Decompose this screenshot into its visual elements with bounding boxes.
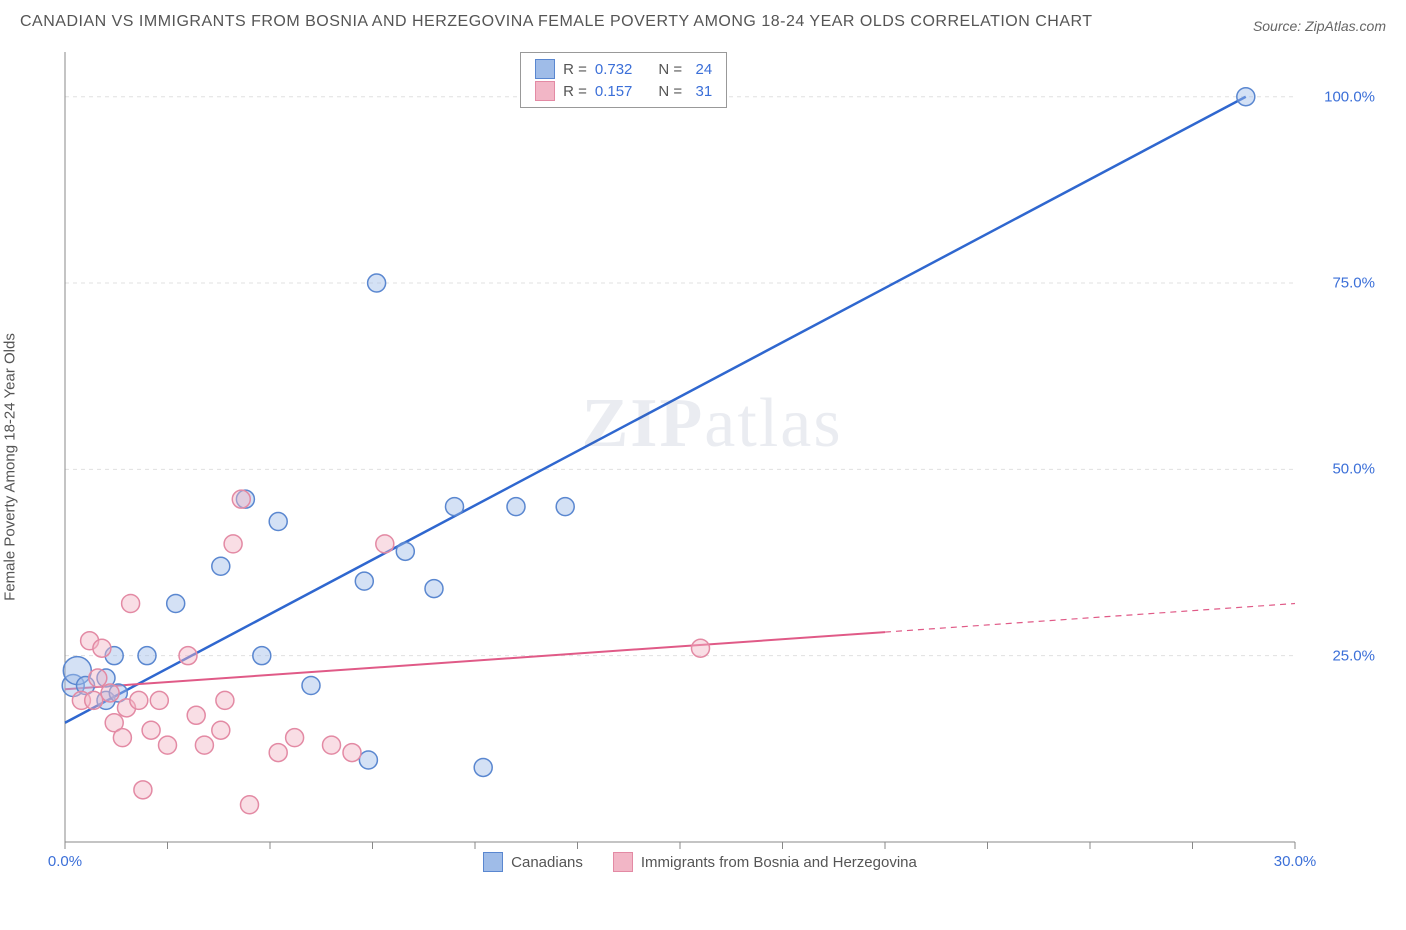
legend-label: Canadians (511, 854, 583, 871)
r-label: R = (563, 61, 587, 78)
y-tick-label: 100.0% (1324, 88, 1375, 105)
legend-swatch (613, 852, 633, 872)
n-label: N = (658, 83, 682, 100)
stats-legend-row: R = 0.157 N = 31 (535, 81, 712, 101)
legend-item: Immigrants from Bosnia and Herzegovina (613, 852, 917, 872)
x-tick-label: 0.0% (48, 853, 82, 870)
x-tick-label: 30.0% (1274, 853, 1317, 870)
r-label: R = (563, 83, 587, 100)
legend-swatch (483, 852, 503, 872)
chart-svg (20, 42, 1380, 882)
series-legend: Canadians Immigrants from Bosnia and Herz… (20, 852, 1380, 872)
n-label: N = (658, 61, 682, 78)
r-value: 0.157 (595, 83, 633, 100)
legend-swatch (535, 81, 555, 101)
y-tick-label: 50.0% (1332, 461, 1375, 478)
n-value: 31 (690, 83, 712, 100)
stats-legend: R = 0.732 N = 24 R = 0.157 N = 31 (520, 52, 727, 108)
r-value: 0.732 (595, 61, 633, 78)
chart-title: CANADIAN VS IMMIGRANTS FROM BOSNIA AND H… (20, 10, 1093, 34)
legend-item: Canadians (483, 852, 583, 872)
y-tick-label: 75.0% (1332, 275, 1375, 292)
legend-swatch (535, 59, 555, 79)
correlation-chart: Female Poverty Among 18-24 Year Olds ZIP… (20, 42, 1380, 892)
source-label: Source: ZipAtlas.com (1253, 18, 1386, 34)
legend-label: Immigrants from Bosnia and Herzegovina (641, 854, 917, 871)
stats-legend-row: R = 0.732 N = 24 (535, 59, 712, 79)
n-value: 24 (690, 61, 712, 78)
y-tick-label: 25.0% (1332, 647, 1375, 664)
y-axis-label: Female Poverty Among 18-24 Year Olds (2, 333, 19, 601)
